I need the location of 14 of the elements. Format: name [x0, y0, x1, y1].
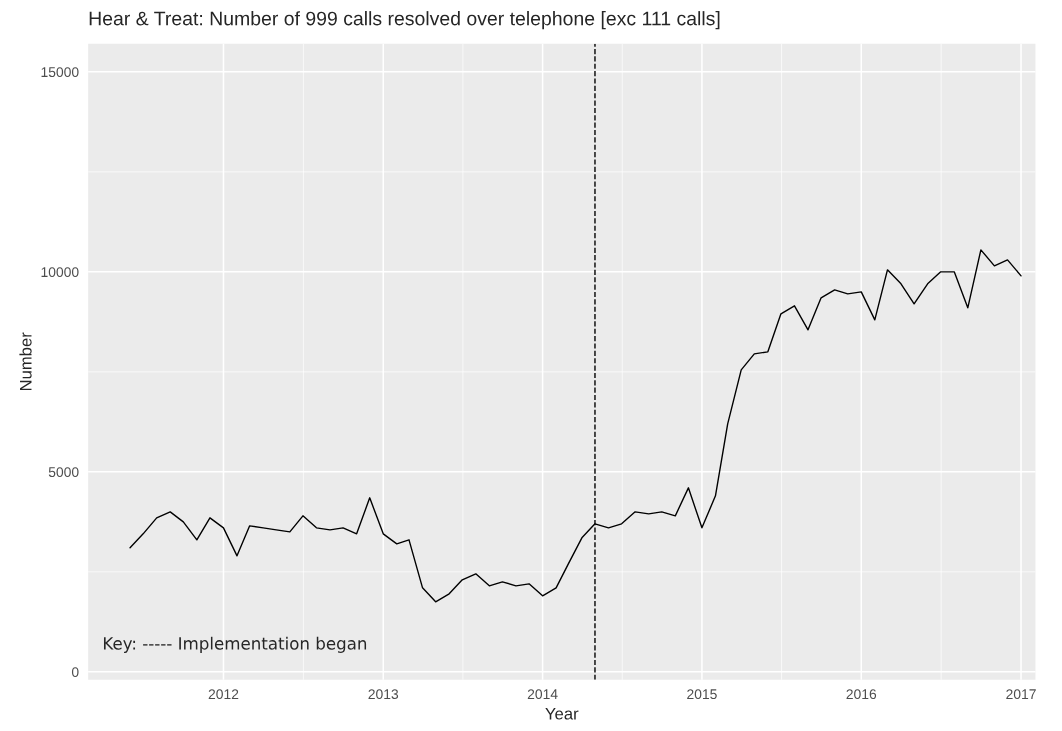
- x-tick-label: 2013: [368, 689, 399, 700]
- x-tick-label: 2012: [208, 689, 239, 700]
- y-tick-label: 15000: [41, 67, 79, 78]
- y-axis-title: Number: [19, 332, 32, 391]
- y-tick-label: 10000: [41, 267, 79, 278]
- y-tick-label: 5000: [48, 467, 79, 478]
- chart-title: Hear & Treat: Number of 999 calls resolved over telephone [exc 111 calls]: [89, 11, 720, 30]
- y-tick-label: 0: [71, 667, 79, 677]
- x-tick-label: 2016: [846, 689, 877, 700]
- x-tick-label: 2014: [527, 689, 558, 700]
- x-tick-label: 2017: [1006, 689, 1036, 700]
- annotation: Key: ----- Implementation began: [103, 636, 367, 653]
- x-tick-label: 2015: [687, 689, 717, 700]
- x-axis-title: Year: [545, 707, 579, 720]
